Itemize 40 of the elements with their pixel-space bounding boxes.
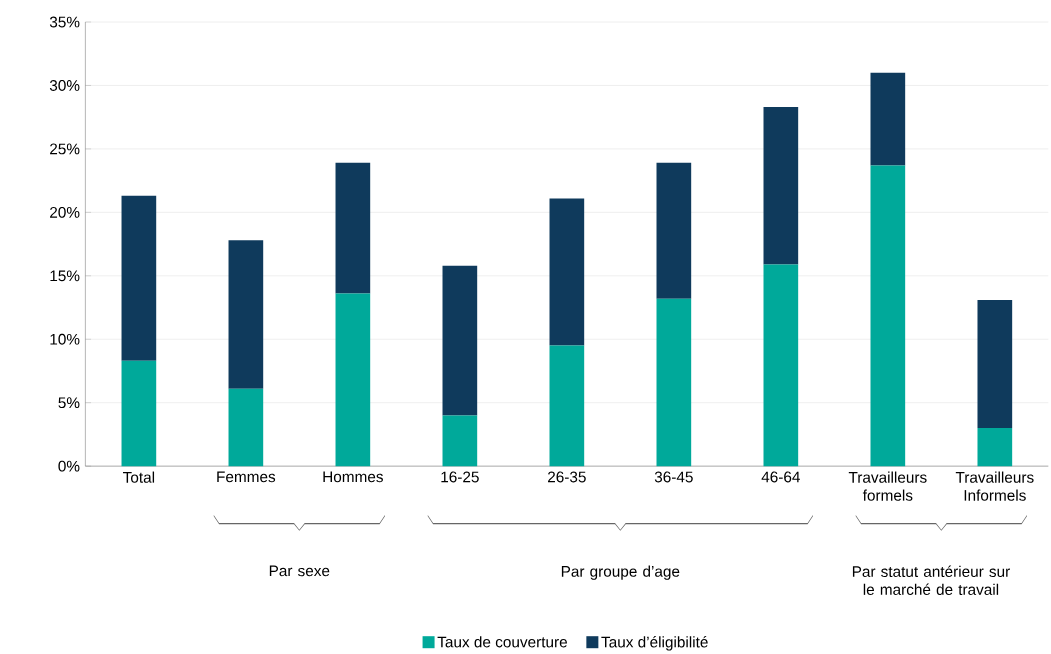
bar [335, 163, 371, 294]
bar [549, 198, 585, 346]
x-tick-label: 26-35 [548, 471, 586, 483]
bar [977, 428, 1013, 467]
y-tick-label: 20% [50, 207, 80, 219]
x-tick-label: Femmes [217, 471, 276, 483]
bar [121, 361, 157, 467]
x-tick-label: Hommes [323, 471, 383, 483]
x-tick-label: 16-25 [441, 471, 479, 483]
bar [121, 196, 157, 362]
bar [228, 240, 264, 389]
bar [763, 264, 799, 467]
bar [442, 415, 478, 467]
legend-label: Taux de couverture [437, 636, 567, 648]
x-tick-label: Travailleurs formels [848, 471, 927, 502]
y-tick-label: 10% [50, 334, 80, 345]
bar [549, 345, 585, 467]
text: Par groupe d’age [561, 565, 680, 581]
y-tick-label: 15% [50, 270, 80, 282]
text: Par sexe [269, 565, 330, 577]
bar [977, 300, 1013, 429]
bar [335, 293, 371, 467]
y-tick-label: 0% [58, 460, 80, 472]
x-tick-label: Travailleurs Informels [955, 471, 1034, 502]
bar [870, 165, 906, 467]
bar [870, 73, 906, 166]
y-tick-label: 5% [58, 397, 80, 409]
y-tick-label: 30% [49, 80, 80, 92]
x-tick-label: Total [123, 471, 155, 484]
legend-label: Taux d’éligibilité [601, 636, 708, 651]
bar [656, 298, 692, 467]
text: Par statut antérieur sur le marché de travail [852, 565, 1010, 596]
y-tick-label: 25% [50, 143, 80, 155]
bar [228, 388, 264, 467]
bar [763, 107, 799, 265]
bar [442, 265, 478, 416]
y-tick-label: 35% [49, 16, 80, 28]
bar [656, 163, 692, 299]
x-tick-label: 46-64 [761, 471, 800, 483]
x-tick-label: 36-45 [654, 471, 693, 483]
